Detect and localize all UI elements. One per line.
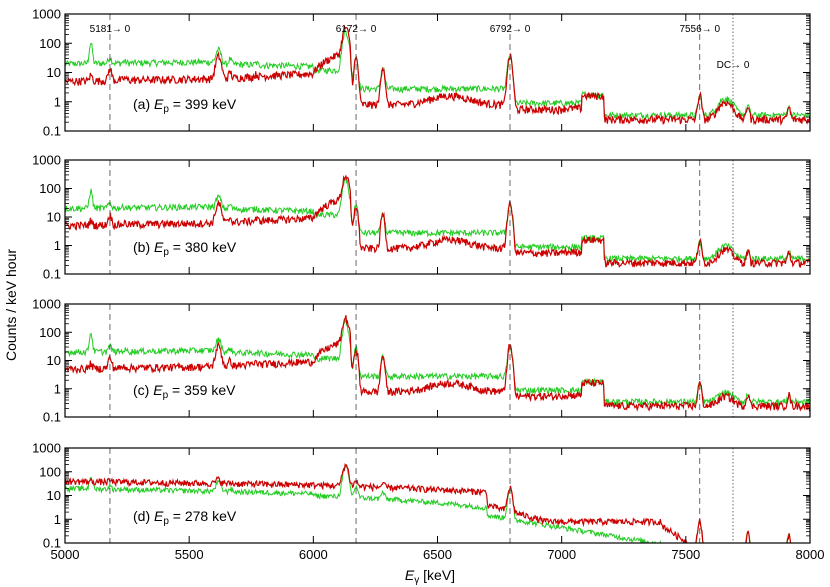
y-tick-label: 100: [39, 464, 61, 479]
panel-label: (b) Ep = 380 keV: [133, 239, 237, 258]
transition-label: 6792→ 0: [490, 24, 531, 35]
series-red-line: [65, 24, 810, 126]
panels: 5181→ 0 6172→ 0 6792→ 0 7556→ 0 DC→ 0 0.1 1 10 1…: [32, 7, 811, 551]
y-tick-label: 0.1: [43, 410, 61, 425]
y-tick-label: 100: [39, 181, 61, 196]
y-tick-label: 1000: [32, 297, 61, 312]
panel-a: 5181→ 0 6172→ 0 6792→ 0 7556→ 0 DC→ 0 0.1 1 10 1…: [32, 7, 811, 139]
y-tick-label: 1: [54, 238, 61, 253]
x-tick-label: 5000: [51, 547, 80, 562]
y-tick-label: 100: [39, 36, 61, 51]
panel-label: (a) Ep = 399 keV: [133, 96, 237, 115]
y-axis-title: Counts / keV hour: [3, 249, 19, 361]
plot-frame: [64, 159, 811, 275]
y-tick-label: 10: [47, 488, 61, 503]
transition-label: 5181→ 0: [90, 24, 131, 35]
y-tick-label: 100: [39, 325, 61, 340]
y-tick-label: 1000: [32, 153, 61, 168]
x-tick-label: 6500: [423, 547, 452, 562]
transition-label: 6172→ 0: [336, 24, 377, 35]
plot-frame: [64, 303, 811, 418]
series-red-line: [65, 174, 810, 269]
panel-label: (d) Ep = 278 keV: [133, 508, 237, 527]
x-axis-title: Eγ [keV]: [405, 567, 455, 586]
series-red-line: [65, 315, 810, 412]
y-tick-label: 10: [47, 210, 61, 225]
panel-label: (c) Ep = 359 keV: [133, 382, 236, 401]
series-green-line: [65, 176, 810, 264]
y-tick-label: 1000: [32, 7, 61, 22]
x-tick-label: 5500: [175, 547, 204, 562]
y-tick-label: 1: [54, 381, 61, 396]
transition-label: DC→ 0: [717, 60, 750, 71]
x-tick-label: 7500: [671, 547, 700, 562]
x-tick-label: 8000: [796, 547, 825, 562]
y-tick-label: 0.1: [43, 124, 61, 139]
panel-b: 0.1 1 10 100 1000 (b) Ep = 380 keV: [32, 153, 811, 282]
x-axis: 5000 5500 6000 6500 7000 7500 8000: [51, 547, 825, 562]
y-tick-label: 1: [54, 512, 61, 527]
series-green-line: [65, 466, 792, 543]
transition-label: 7556→ 0: [679, 24, 720, 35]
y-tick-label: 1000: [32, 441, 61, 456]
y-tick-label: 10: [47, 353, 61, 368]
series-red-line: [65, 463, 792, 543]
panel-c: 0.1 1 10 100 1000 (c) Ep = 359 keV: [32, 297, 811, 425]
y-tick-label: 0.1: [43, 267, 61, 282]
y-tick-label: 1: [54, 94, 61, 109]
y-tick-label: 10: [47, 65, 61, 80]
series-green-line: [65, 29, 810, 121]
panel-d: 0.1 1 10 100 1000 (d) Ep = 278 keV: [32, 441, 811, 551]
x-tick-label: 6000: [299, 547, 328, 562]
y-tick-label: 0.1: [43, 536, 61, 551]
x-tick-label: 7000: [547, 547, 576, 562]
